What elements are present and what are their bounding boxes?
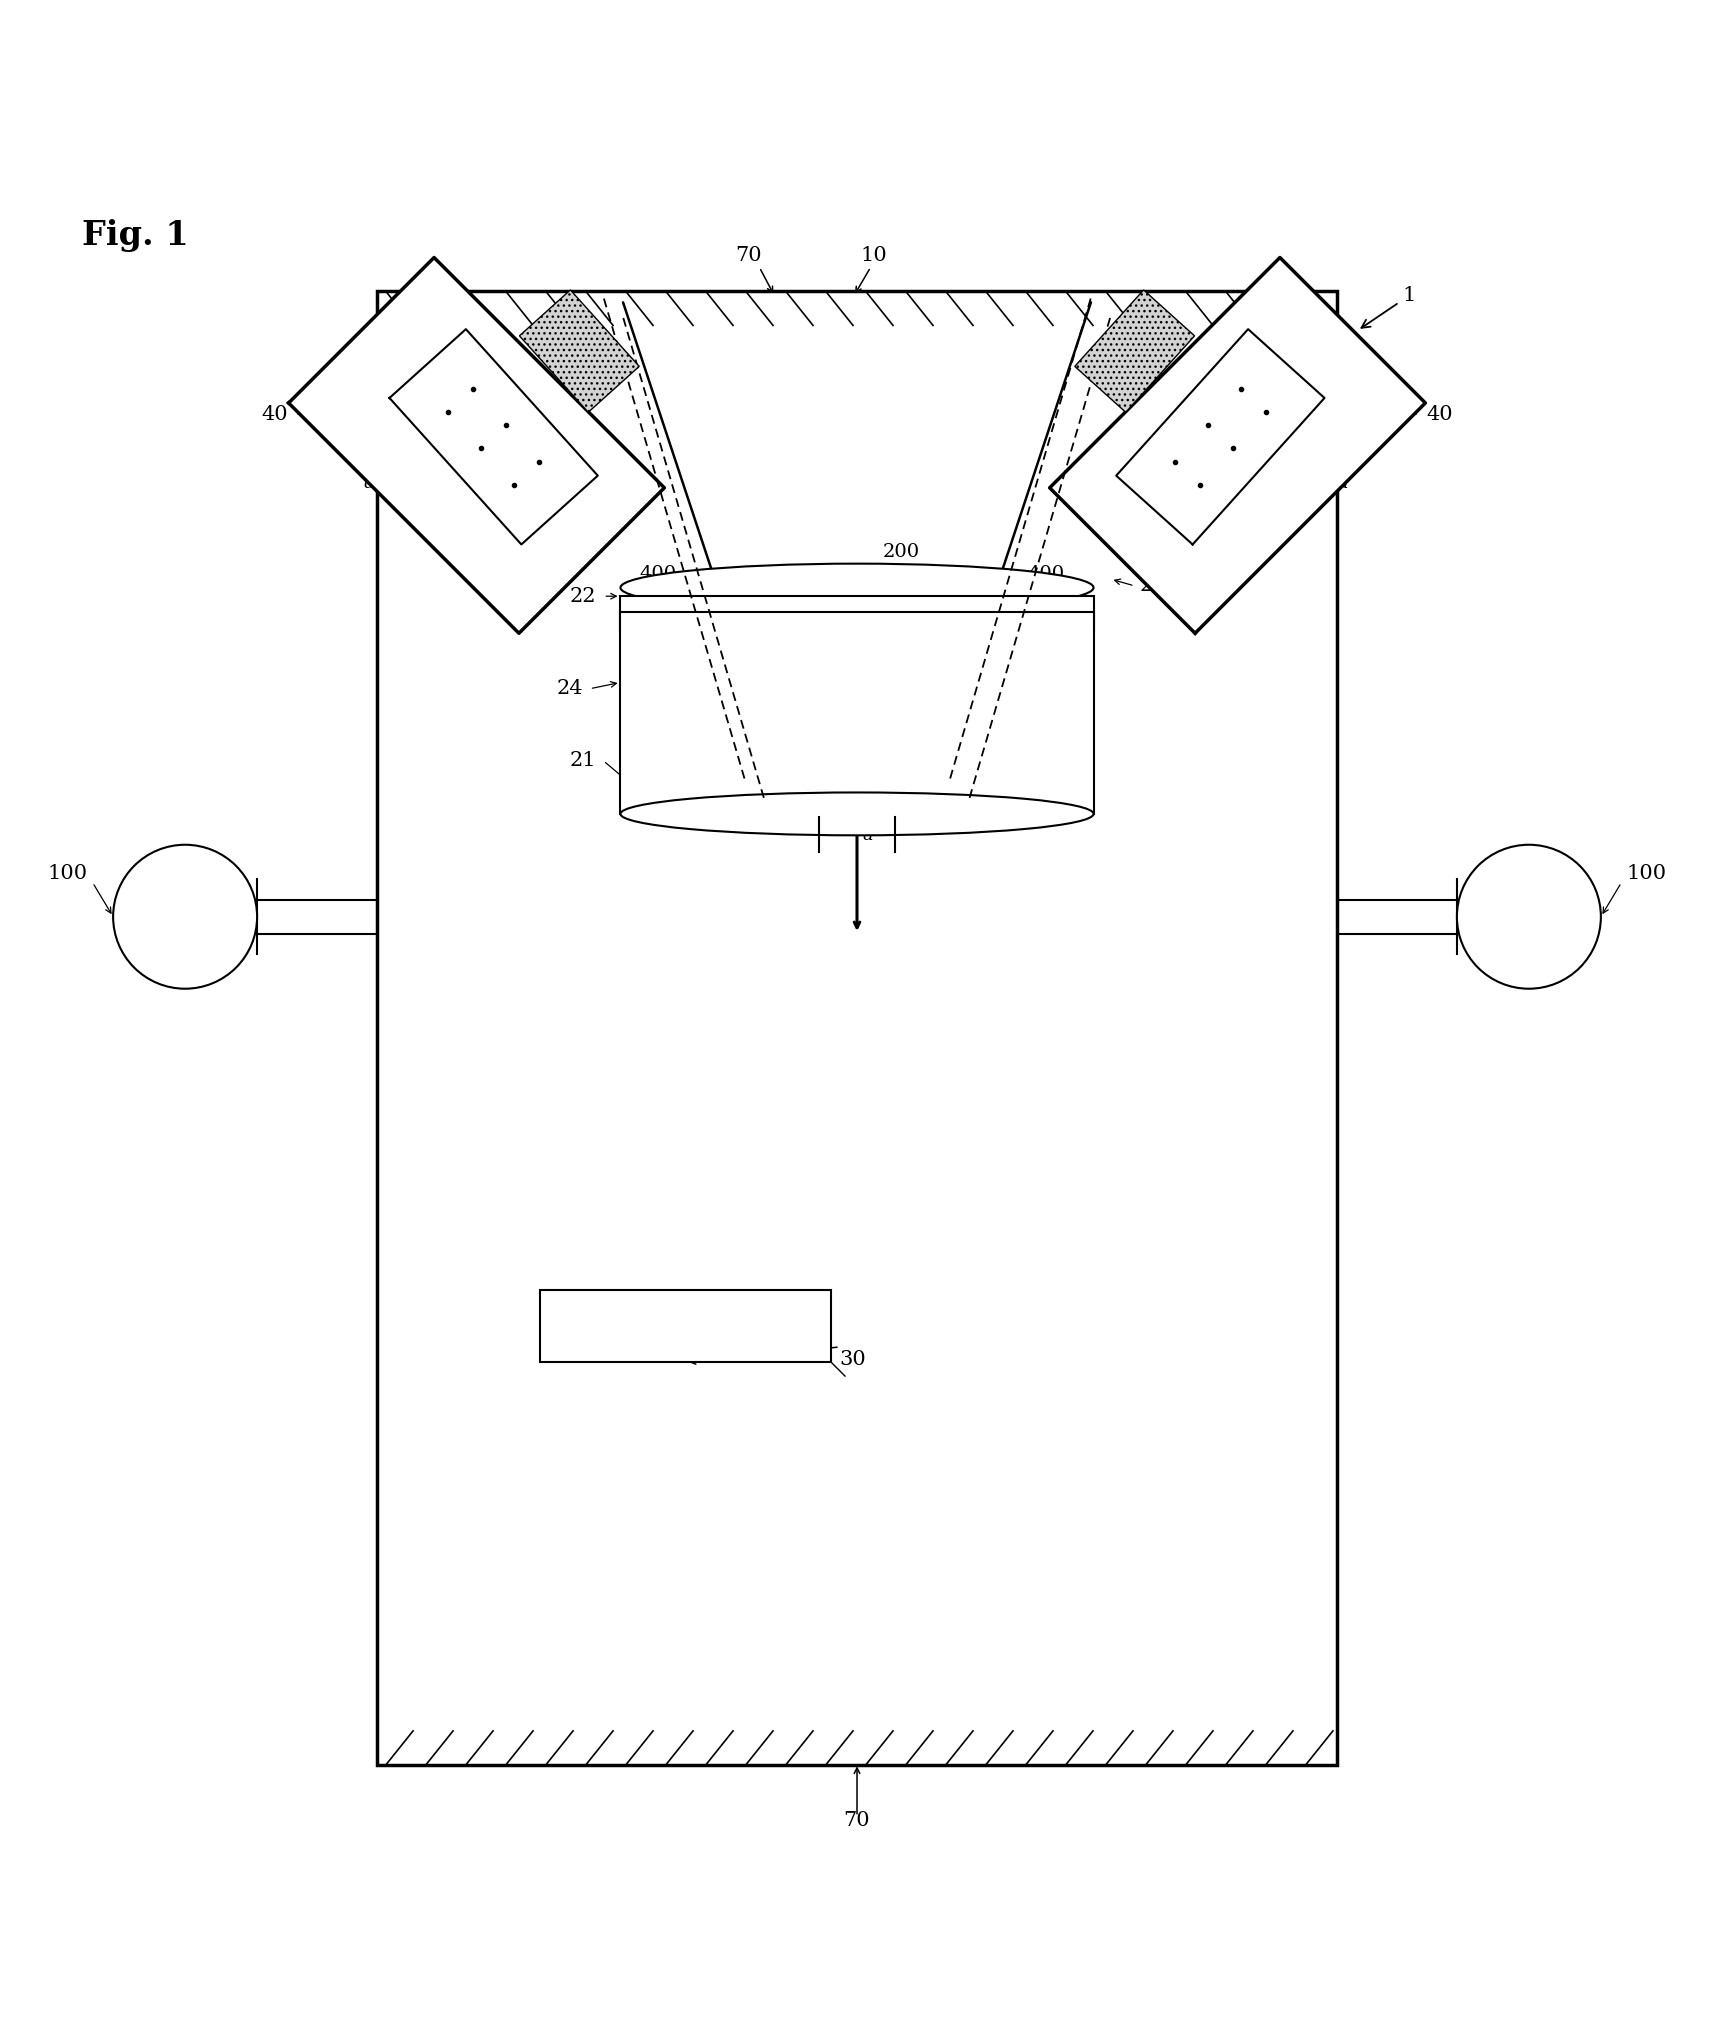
Text: 22: 22 [571, 586, 596, 607]
Polygon shape [1049, 257, 1426, 633]
Text: 70: 70 [843, 1812, 871, 1830]
Bar [620, 596, 1094, 631]
Bar [620, 611, 1094, 815]
Text: 23: 23 [1046, 659, 1073, 677]
Text: a: a [862, 825, 872, 843]
Text: 100: 100 [1627, 863, 1666, 884]
Text: 1: 1 [1361, 287, 1416, 328]
Circle shape [113, 845, 257, 989]
Text: Fig. 1: Fig. 1 [82, 218, 189, 253]
Text: 10: 10 [860, 247, 888, 265]
Text: α: α [430, 475, 444, 497]
Polygon shape [1075, 289, 1195, 412]
Text: P: P [175, 904, 195, 930]
Text: 21: 21 [569, 752, 596, 770]
Polygon shape [389, 330, 598, 544]
Ellipse shape [620, 793, 1094, 835]
Ellipse shape [620, 564, 1094, 611]
Text: b: b [1157, 372, 1169, 390]
Text: 70: 70 [735, 247, 763, 265]
Polygon shape [519, 289, 639, 412]
Bar [377, 291, 1337, 1765]
Text: 400: 400 [1027, 564, 1064, 582]
Polygon shape [288, 257, 665, 633]
Text: 200: 200 [883, 542, 920, 560]
Text: P: P [1519, 904, 1539, 930]
Text: 24: 24 [557, 679, 583, 698]
Text: 40: 40 [261, 404, 288, 425]
Text: 20: 20 [1140, 576, 1167, 594]
Text: a: a [363, 473, 374, 491]
Bar [540, 1290, 831, 1363]
Polygon shape [1116, 330, 1325, 544]
Text: 400: 400 [639, 564, 677, 582]
Circle shape [1457, 845, 1601, 989]
Text: α: α [1265, 475, 1279, 497]
Text: 40: 40 [1426, 404, 1453, 425]
Text: 30: 30 [840, 1351, 867, 1369]
Text: 100: 100 [48, 863, 87, 884]
Text: b: b [488, 372, 500, 390]
Text: a: a [1337, 473, 1347, 491]
Text: 41: 41 [511, 372, 538, 392]
Text: 41: 41 [1124, 372, 1152, 392]
Text: 25: 25 [1046, 605, 1071, 623]
